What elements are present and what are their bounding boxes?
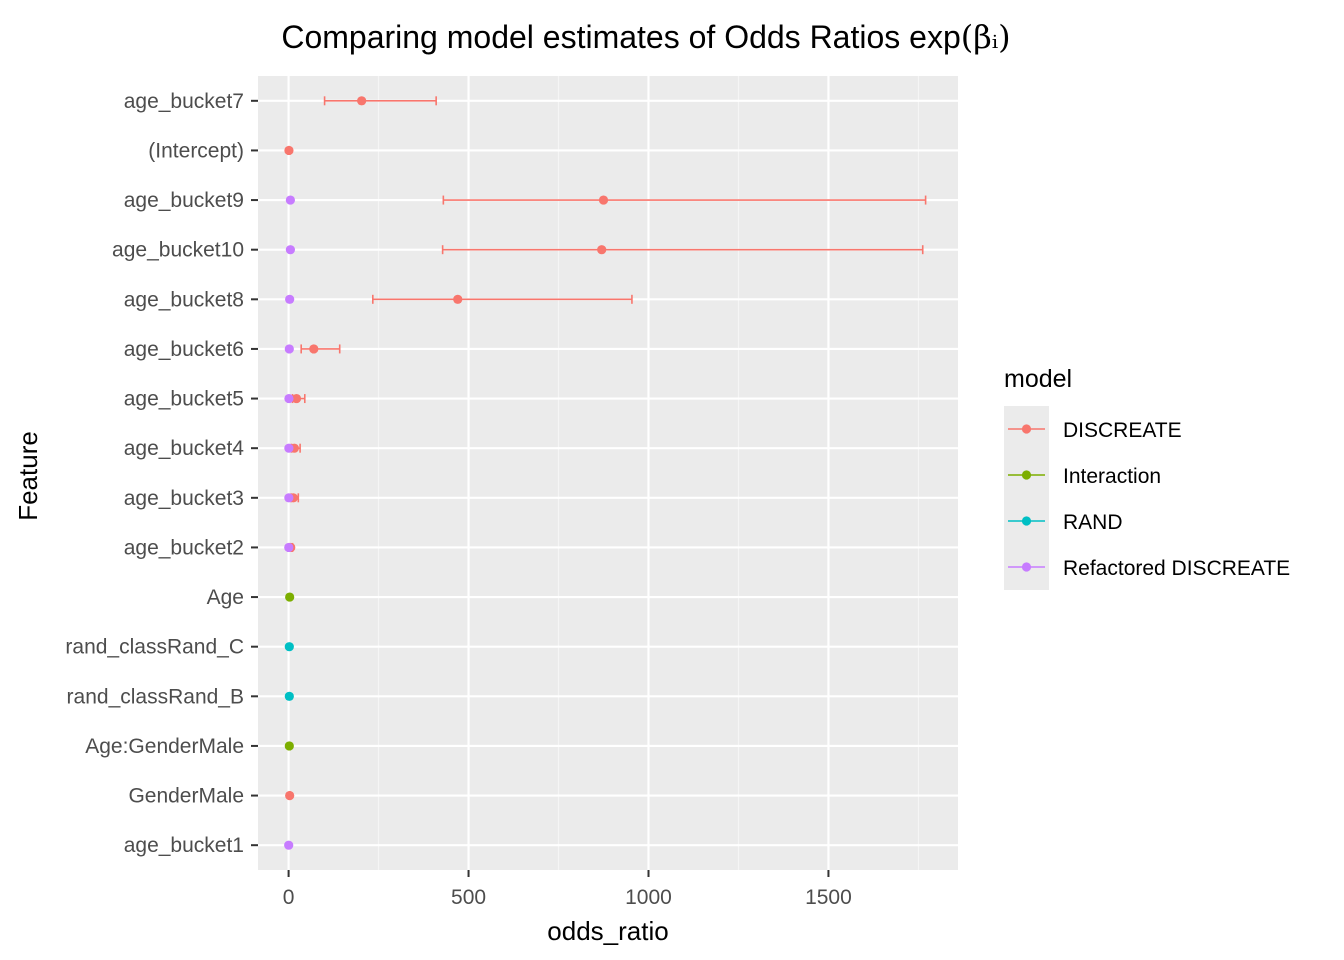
legend-key-point — [1021, 470, 1032, 480]
legend-key-point — [1021, 562, 1032, 572]
y-tick-label: GenderMale — [128, 785, 244, 808]
data-point — [291, 393, 302, 404]
x-tick-label: 500 — [451, 886, 486, 909]
legend-title: model — [1004, 365, 1072, 393]
data-point — [285, 195, 295, 205]
data-point — [284, 840, 294, 850]
y-tick-label: age_bucket4 — [124, 437, 245, 460]
legend-item: DISCREATE — [1004, 406, 1182, 452]
data-point — [284, 542, 294, 553]
y-tick-label: (Intercept) — [148, 139, 244, 162]
y-axis: age_bucket7 (Intercept) age_bucket9 age_buc… — [65, 90, 258, 857]
legend-label: RAND — [1063, 511, 1123, 534]
y-tick-label: age_bucket5 — [124, 388, 244, 411]
data-point — [309, 344, 319, 354]
data-point — [453, 294, 463, 304]
x-tick-label: 0 — [283, 886, 295, 909]
series-rand — [284, 642, 294, 701]
y-tick-label: Age:GenderMale — [85, 735, 244, 758]
data-point — [284, 741, 294, 751]
y-tick-label: age_bucket6 — [124, 338, 244, 361]
data-point — [284, 145, 294, 156]
y-tick-label: age_bucket2 — [124, 536, 244, 559]
series-refactored-discreate — [284, 195, 295, 850]
y-tick-label: rand_classRand_B — [67, 685, 244, 708]
data-point — [285, 592, 295, 602]
y-tick-label: Age — [207, 586, 244, 609]
data-marks — [284, 96, 927, 850]
x-axis: 0 500 1000 1500 — [283, 870, 852, 909]
y-tick-label: age_bucket10 — [112, 239, 244, 262]
y-axis-title: Feature — [13, 431, 43, 521]
legend-label: Refactored DISCREATE — [1063, 557, 1290, 580]
y-tick-label: age_bucket3 — [124, 487, 244, 510]
legend: model DISCREATE Interaction RAND Refactored … — [1004, 365, 1290, 590]
legend-label: Interaction — [1063, 465, 1161, 488]
data-point — [357, 96, 367, 106]
data-point — [285, 245, 295, 255]
legend-label: DISCREATE — [1063, 419, 1182, 442]
y-tick-label: age_bucket9 — [124, 189, 244, 212]
plot-panel — [258, 76, 958, 870]
legend-item: Interaction — [1004, 452, 1161, 498]
x-tick-label: 1500 — [805, 886, 852, 909]
legend-item: Refactored DISCREATE — [1004, 544, 1290, 590]
legend-key-point — [1021, 424, 1032, 434]
y-tick-label: age_bucket1 — [124, 834, 244, 857]
data-point — [285, 294, 295, 304]
legend-item: RAND — [1004, 498, 1123, 544]
x-tick-label: 1000 — [625, 886, 672, 909]
data-point — [597, 245, 607, 255]
data-point — [284, 691, 294, 701]
data-point — [598, 195, 609, 205]
data-point — [284, 642, 294, 652]
x-axis-title: odds_ratio — [547, 916, 668, 946]
data-point — [284, 443, 294, 453]
data-point — [284, 344, 294, 354]
legend-key-point — [1021, 516, 1032, 526]
data-point — [284, 393, 294, 404]
y-tick-label: rand_classRand_C — [65, 636, 244, 659]
series-interaction — [284, 592, 295, 751]
chart-title: Comparing model estimates of Odds Ratios… — [281, 18, 1010, 56]
y-tick-label: age_bucket7 — [124, 90, 244, 113]
y-tick-label: age_bucket8 — [124, 288, 244, 311]
data-point — [284, 493, 294, 503]
data-point — [285, 790, 295, 801]
